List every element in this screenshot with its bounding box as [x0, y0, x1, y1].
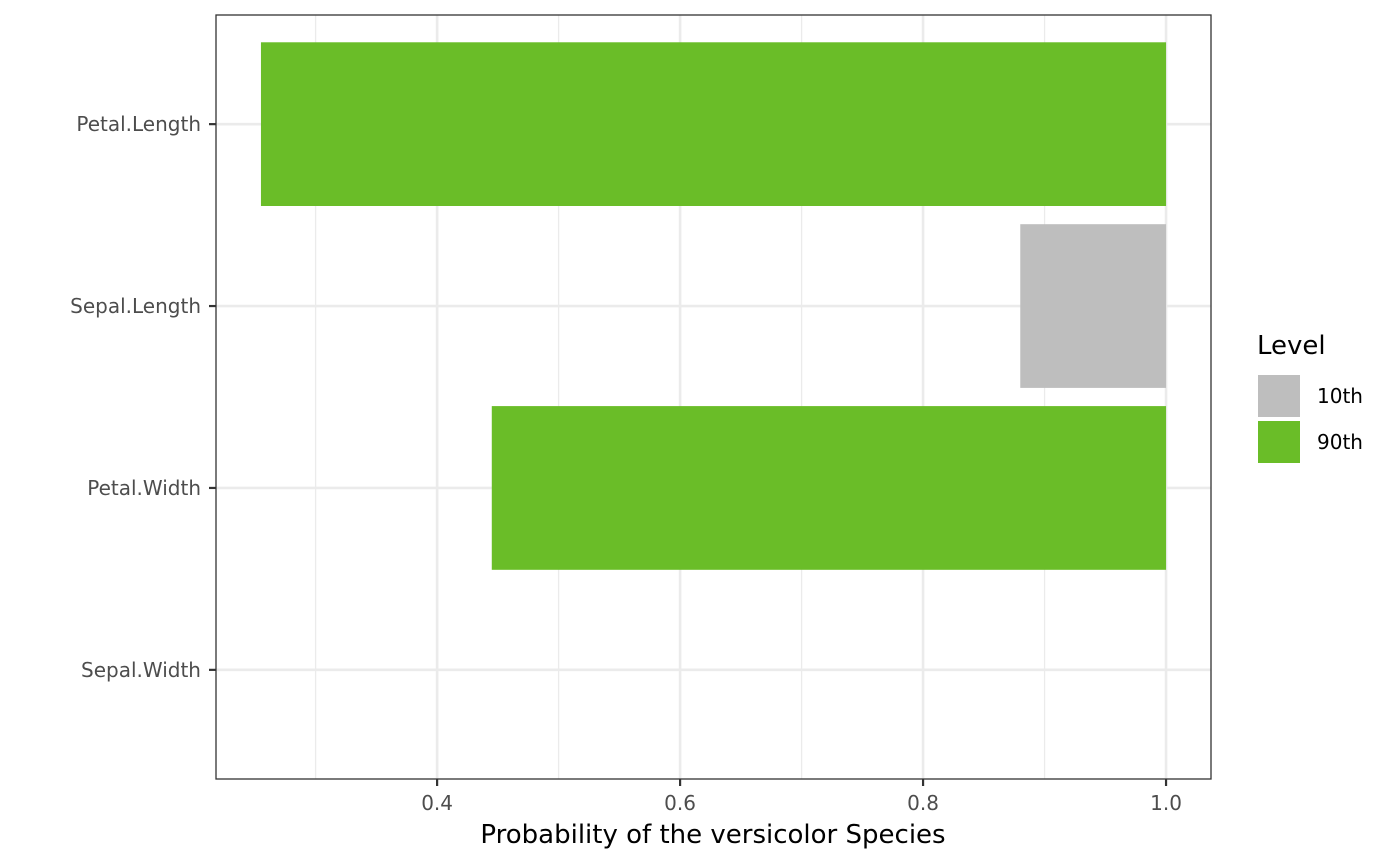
plot-border [215, 14, 1212, 780]
x-tick-label: 0.4 [421, 791, 453, 815]
bar-petal-width [491, 406, 1167, 570]
x-tick-label: 0.6 [664, 791, 696, 815]
bar-sepal-length [1020, 224, 1167, 388]
y-tick-label: Sepal.Width [81, 658, 201, 682]
bar-petal-length [260, 42, 1167, 207]
bars [260, 42, 1167, 570]
legend-swatch-10th [1258, 375, 1300, 417]
legend-swatch-90th [1258, 421, 1300, 463]
x-tick-label: 1.0 [1150, 791, 1182, 815]
legend-label-10th: 10th [1317, 384, 1363, 408]
y-axis: Petal.Length Sepal.Length Petal.Width Sepal… [70, 112, 216, 682]
legend-label-90th: 90th [1317, 430, 1363, 454]
legend-entries: 10th 90th [1257, 374, 1363, 464]
x-tick-label: 0.8 [907, 791, 939, 815]
y-tick-label: Petal.Width [87, 476, 201, 500]
legend: Level 10th 90th [1257, 331, 1363, 464]
x-axis: 0.4 0.6 0.8 1.0 [421, 779, 1182, 815]
y-tick-label: Sepal.Length [70, 294, 201, 318]
x-axis-title: Probability of the versicolor Species [480, 820, 945, 850]
legend-title: Level [1257, 331, 1326, 361]
y-tick-label: Petal.Length [76, 112, 201, 136]
